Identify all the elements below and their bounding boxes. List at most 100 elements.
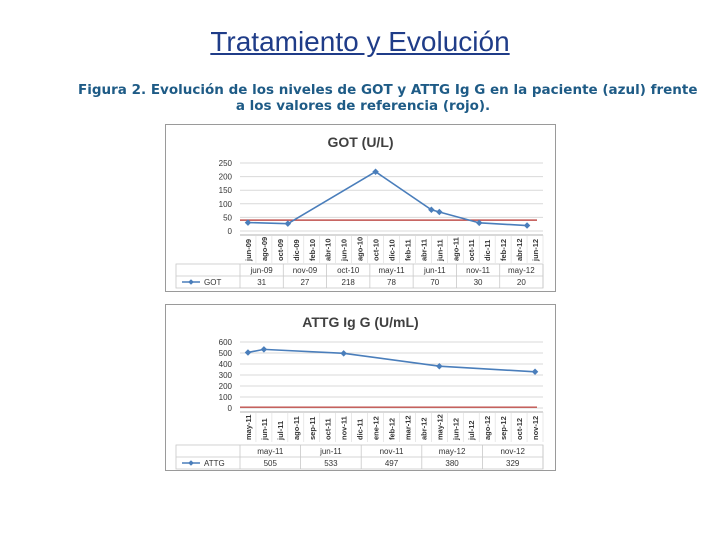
- attg-x-tick-label: abr-12: [419, 417, 428, 440]
- got-x-tick-label: feb-11: [403, 239, 412, 261]
- slide-title: Tratamiento y Evolución: [210, 26, 510, 57]
- got-chart-svg: GOT (U/L) 0 50 100 150 200 250 jun-09 ago-09 oct-…: [175, 134, 544, 289]
- attg-x-tick-label: dic-11: [356, 419, 365, 440]
- got-table-value: 218: [342, 278, 356, 287]
- attg-chart-title: ATTG Ig G (U/mL): [302, 314, 418, 330]
- got-chart: GOT (U/L) 0 50 100 150 200 250 jun-09 ago-09 oct-…: [165, 124, 556, 292]
- got-chart-title: GOT (U/L): [327, 134, 393, 150]
- attg-x-tick-label: may-12: [435, 414, 444, 440]
- attg-x-tick-label: feb-12: [388, 418, 397, 440]
- attg-table-value: 380: [445, 459, 459, 468]
- got-data-point: [244, 219, 252, 226]
- got-data-point: [284, 220, 292, 227]
- attg-x-tick-label: may-11: [244, 415, 253, 440]
- got-table-header: jun-09: [250, 266, 274, 275]
- caption-line-2: a los valores de referencia (rojo).: [235, 98, 491, 114]
- got-x-tick-label: jun-12: [531, 239, 540, 262]
- got-x-tick-label: abr-11: [419, 239, 428, 261]
- attg-x-tick-label: mar-12: [403, 415, 412, 440]
- got-x-tick-label: oct-11: [467, 239, 476, 261]
- got-legend-label: GOT: [204, 278, 221, 287]
- got-x-tick-label: ago-09: [260, 237, 269, 261]
- got-x-tick-label: oct-10: [372, 239, 381, 261]
- attg-y-tick-label: 500: [219, 349, 233, 358]
- attg-table-value: 505: [264, 459, 278, 468]
- got-data-point: [475, 219, 483, 227]
- got-data-point: [436, 208, 443, 216]
- attg-chart: ATTG Ig G (U/mL) 0 100 200 300 400 500 600 may-1…: [165, 304, 556, 471]
- attg-table-value: 497: [385, 459, 399, 468]
- attg-data-point: [531, 368, 539, 376]
- got-table-header: may-11: [378, 266, 405, 275]
- attg-chart-svg: ATTG Ig G (U/mL) 0 100 200 300 400 500 600 may-1…: [175, 314, 544, 470]
- attg-y-tick-label: 600: [219, 338, 233, 347]
- attg-y-tick-label: 400: [219, 360, 233, 369]
- attg-x-tick-label: jul-11: [276, 421, 285, 441]
- attg-data-point: [244, 349, 252, 356]
- attg-x-tick-label: oct-12: [515, 418, 524, 440]
- attg-y-tick-label: 100: [219, 393, 233, 402]
- attg-x-tick-label: sep-12: [499, 416, 508, 440]
- attg-y-tick-label: 0: [228, 404, 233, 413]
- attg-data-point: [340, 350, 347, 357]
- got-x-tick-label: jun-10: [340, 239, 349, 262]
- got-y-tick-label: 150: [219, 186, 233, 195]
- attg-x-tick-label: ene-12: [372, 416, 381, 440]
- got-x-tick-label: abr-10: [324, 238, 333, 261]
- attg-table-header: nov-12: [500, 447, 525, 456]
- got-data-point: [523, 222, 531, 229]
- got-table-value: 20: [517, 278, 526, 287]
- got-table-header: jun-11: [423, 266, 446, 275]
- got-table-value: 70: [430, 278, 439, 287]
- got-y-tick-label: 100: [219, 200, 233, 209]
- attg-x-tick-label: jul-12: [467, 420, 476, 441]
- got-table-value: 31: [257, 278, 266, 287]
- attg-table-header: jun-11: [319, 447, 342, 456]
- got-table-header: nov-09: [293, 266, 318, 275]
- attg-table-header: may-12: [439, 447, 466, 456]
- attg-x-tick-label: nov-12: [531, 416, 540, 440]
- attg-x-tick-label: jun-12: [451, 418, 460, 441]
- got-y-tick-label: 250: [219, 159, 233, 168]
- got-x-tick-label: ago-10: [356, 237, 365, 261]
- attg-table-header: may-11: [257, 447, 284, 456]
- caption-line-1: Figura 2. Evolución de los niveles de GO…: [78, 82, 698, 98]
- got-table-header: nov-11: [466, 266, 490, 275]
- got-x-tick-label: jun-11: [435, 239, 444, 262]
- attg-x-tick-label: oct-11: [324, 418, 333, 440]
- got-x-tick-label: ago-11: [451, 237, 460, 261]
- got-x-tick-label: jun-09: [244, 239, 253, 262]
- got-y-tick-label: 0: [228, 227, 233, 236]
- attg-legend-marker: [188, 460, 194, 466]
- got-y-tick-label: 200: [219, 173, 233, 182]
- attg-x-tick-label: ago-12: [483, 416, 492, 440]
- got-data-point: [428, 206, 435, 214]
- attg-x-tick-label: nov-11: [340, 416, 349, 440]
- got-table-header: oct-10: [337, 266, 360, 275]
- attg-x-tick-label: jun-11: [260, 418, 269, 441]
- got-x-tick-label: feb-10: [308, 239, 317, 261]
- attg-x-tick-label: sep-11: [308, 417, 317, 440]
- figure-caption: Figura 2. Evolución de los niveles de GO…: [78, 82, 698, 114]
- got-x-tick-label: feb-12: [499, 239, 508, 261]
- got-table-header: may-12: [508, 266, 535, 275]
- got-x-tick-label: dic-11: [483, 240, 492, 261]
- attg-legend-label: ATTG: [204, 459, 225, 468]
- got-x-tick-label: oct-09: [276, 239, 285, 261]
- got-y-tick-label: 50: [223, 213, 232, 222]
- got-x-tick-label: dic-09: [292, 239, 301, 261]
- attg-table-header: nov-11: [380, 447, 404, 456]
- attg-x-tick-label: ago-11: [292, 416, 301, 440]
- got-legend-marker: [188, 279, 194, 285]
- got-table-value: 78: [387, 278, 396, 287]
- got-x-tick-label: abr-12: [515, 238, 524, 261]
- attg-table-value: 329: [506, 459, 520, 468]
- attg-table-value: 533: [324, 459, 338, 468]
- got-x-tick-label: dic-10: [388, 239, 397, 261]
- got-data-point: [372, 168, 379, 175]
- got-table-value: 27: [300, 278, 309, 287]
- attg-data-point: [260, 346, 268, 353]
- attg-y-tick-label: 300: [219, 371, 233, 380]
- got-table-value: 30: [474, 278, 483, 287]
- attg-y-tick-label: 200: [219, 382, 233, 391]
